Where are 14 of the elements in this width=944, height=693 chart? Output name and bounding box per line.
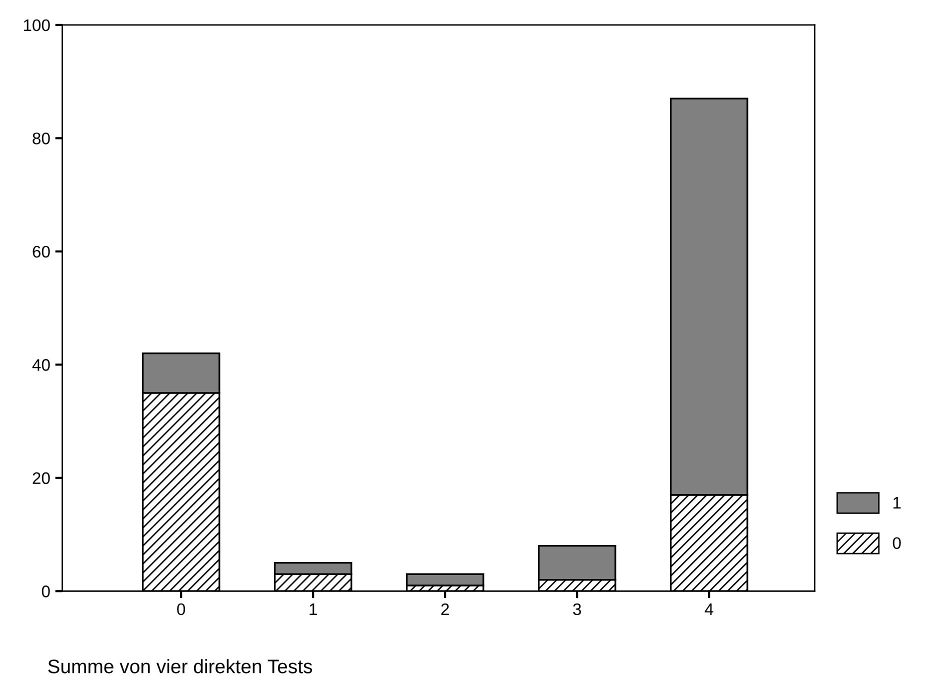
legend-label: 1 (893, 497, 901, 509)
y-tick-label: 100 (24, 19, 50, 32)
x-tick-label: 1 (310, 604, 317, 616)
x-tick-label: 4 (704, 604, 714, 616)
x-tick-label: 0 (177, 603, 186, 616)
x-axis-title: Summe von vier direkten Tests (48, 659, 312, 674)
y-tick-label: 20 (32, 472, 50, 484)
y-tick-label: 60 (32, 246, 50, 258)
y-tick-label: 40 (32, 359, 50, 371)
x-tick-label: 2 (441, 603, 449, 616)
legend-label: 0 (892, 537, 901, 550)
y-tick-label: 0 (42, 586, 50, 598)
y-tick-label: 80 (32, 132, 50, 144)
x-tick-label: 3 (573, 603, 581, 616)
